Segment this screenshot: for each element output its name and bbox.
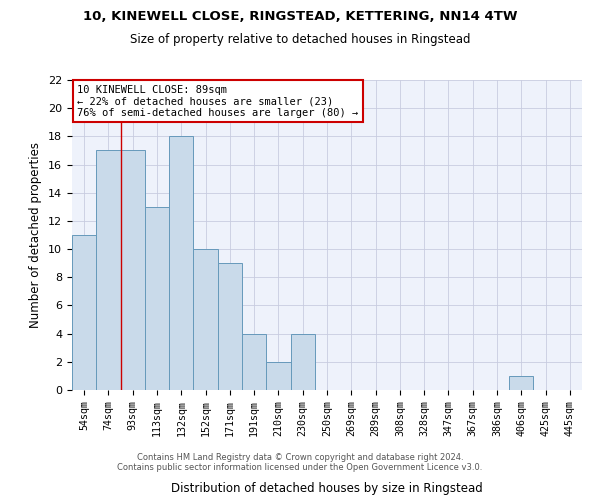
- Bar: [218, 263, 242, 390]
- Bar: [121, 150, 145, 390]
- Bar: [509, 376, 533, 390]
- Bar: [145, 207, 169, 390]
- Bar: [72, 235, 96, 390]
- Text: Contains public sector information licensed under the Open Government Licence v3: Contains public sector information licen…: [118, 464, 482, 472]
- Text: Distribution of detached houses by size in Ringstead: Distribution of detached houses by size …: [171, 482, 483, 495]
- Text: 10 KINEWELL CLOSE: 89sqm
← 22% of detached houses are smaller (23)
76% of semi-d: 10 KINEWELL CLOSE: 89sqm ← 22% of detach…: [77, 84, 358, 118]
- Bar: [266, 362, 290, 390]
- Text: 10, KINEWELL CLOSE, RINGSTEAD, KETTERING, NN14 4TW: 10, KINEWELL CLOSE, RINGSTEAD, KETTERING…: [83, 10, 517, 23]
- Text: Size of property relative to detached houses in Ringstead: Size of property relative to detached ho…: [130, 32, 470, 46]
- Bar: [96, 150, 121, 390]
- Text: Contains HM Land Registry data © Crown copyright and database right 2024.: Contains HM Land Registry data © Crown c…: [137, 454, 463, 462]
- Bar: [242, 334, 266, 390]
- Bar: [290, 334, 315, 390]
- Y-axis label: Number of detached properties: Number of detached properties: [29, 142, 43, 328]
- Bar: [193, 249, 218, 390]
- Bar: [169, 136, 193, 390]
